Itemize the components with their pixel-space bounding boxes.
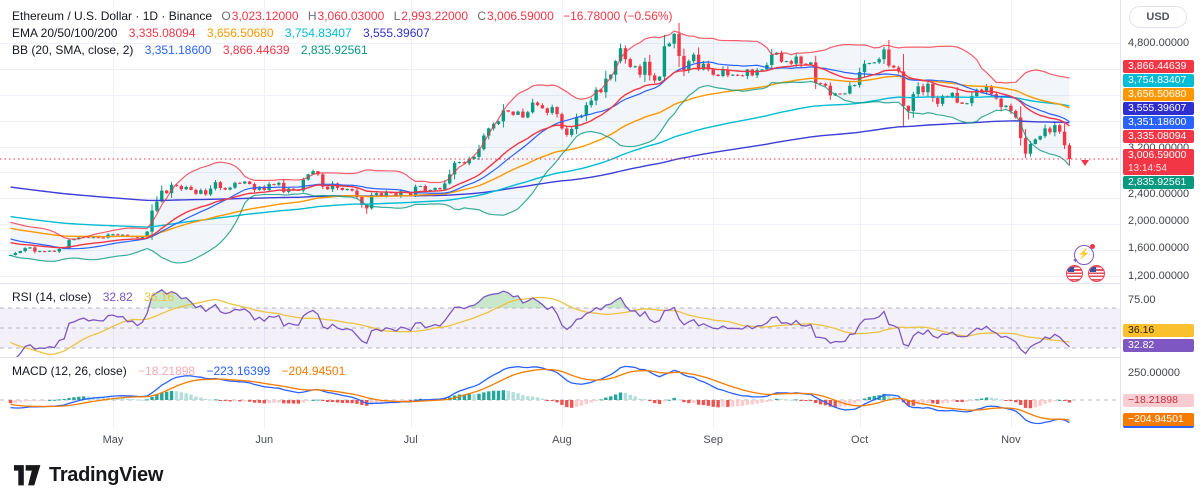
price-scale-tag: 36.16 (1123, 324, 1194, 337)
price-scale-tag: 3,656.50680 (1123, 88, 1194, 101)
macd-label: MACD (12, 26, close) (12, 364, 127, 378)
bb-upper-value: 3,866.44639 (222, 43, 290, 57)
price-scale-separator (1120, 0, 1121, 452)
ai-technicals-icon[interactable]: ⚡ ✦ (1072, 244, 1095, 265)
price-scale-tag: 3,351.18600 (1123, 116, 1194, 129)
month-label: Oct (851, 434, 869, 446)
tradingview-logo[interactable]: TradingView (14, 464, 163, 487)
currency-unit-button[interactable]: USD (1129, 6, 1187, 28)
price-tick-label: 75.00 (1128, 294, 1156, 306)
low-label: L (393, 9, 401, 23)
countdown-timer: 13:14:54 (1128, 163, 1167, 174)
price-scale-tag: 3,006.59000 13:14:54 (1123, 149, 1194, 175)
ema-legend[interactable]: EMA 20/50/100/200 3,335.08094 3,656.5068… (12, 25, 430, 41)
month-label: Aug (552, 434, 572, 446)
ema-label: EMA 20/50/100/200 (12, 26, 118, 40)
month-label: Jun (255, 434, 274, 446)
price-tick-label: 4,800.00000 (1128, 37, 1190, 49)
price-scale-tag: 3,555.39607 (1123, 102, 1194, 115)
bb-basis-value: 3,351.18600 (144, 43, 212, 57)
price-tick-label: 1,200.00000 (1128, 270, 1190, 282)
rsi-value: 32.82 (102, 290, 133, 304)
change-value: −16.78000 (−0.56%) (563, 9, 673, 23)
price-scale-tag: 3,335.08094 (1123, 130, 1194, 143)
month-label: May (102, 434, 124, 446)
footer: TradingView (0, 452, 1200, 500)
price-scale-tag: 3,754.83407 (1123, 74, 1194, 87)
open-label: O (221, 9, 231, 23)
price-tick-label: 1,600.00000 (1128, 242, 1190, 254)
notification-dot (1090, 244, 1095, 249)
macd-line-value: −223.16399 (206, 364, 271, 378)
symbol-legend[interactable]: Ethereum / U.S. Dollar · 1D · Binance O3… (12, 8, 673, 24)
bb-label: BB (20, SMA, close, 2) (12, 43, 134, 57)
price-down-marker-icon (1081, 160, 1089, 166)
bb-legend[interactable]: BB (20, SMA, close, 2) 3,351.18600 3,866… (12, 42, 368, 58)
macd-legend[interactable]: MACD (12, 26, close) −18.21898 −223.1639… (12, 363, 345, 379)
lightning-icon: ⚡ (1077, 249, 1091, 260)
close-label: C (477, 9, 487, 23)
close-value: 3,006.59000 (487, 9, 554, 23)
price-tick-label: 250.00000 (1128, 367, 1180, 379)
price-scale-tag: −204.94501 (1123, 413, 1194, 428)
price-scale-tag: 32.82 (1123, 339, 1194, 352)
high-value: 3,060.03000 (317, 9, 385, 23)
tradingview-logo-text: TradingView (49, 464, 164, 486)
sparkle-icon: ✦ (1072, 256, 1079, 265)
pane-separator-macd[interactable] (0, 357, 1200, 358)
rsi-legend[interactable]: RSI (14, close) 32.82 36.16 (12, 289, 174, 305)
month-label: Sep (703, 434, 724, 446)
macd-signal-value: −204.94501 (281, 364, 346, 378)
time-axis[interactable]: May Jun Jul Aug Sep Oct Nov (0, 428, 1200, 452)
price-tick-label: 2,000.00000 (1128, 215, 1190, 227)
rsi-label: RSI (14, close) (12, 290, 92, 304)
pane-separator-rsi[interactable] (0, 283, 1200, 284)
us-economic-event-icon[interactable] (1066, 265, 1083, 282)
high-label: H (307, 9, 317, 23)
ema50-value: 3,656.50680 (206, 26, 274, 40)
us-economic-event-icon[interactable] (1088, 265, 1105, 282)
month-label: Nov (1001, 434, 1021, 446)
chart-canvas[interactable] (0, 0, 1122, 455)
macd-hist-value: −18.21898 (138, 364, 196, 378)
price-scale-tag: 3,866.44639 (1123, 60, 1194, 73)
tradingview-logo-icon (14, 465, 41, 486)
symbol-title: Ethereum / U.S. Dollar · 1D · Binance (12, 9, 213, 23)
ema200-value: 3,555.39607 (363, 26, 430, 40)
price-scale-tag: 2,835.92561 (1123, 176, 1194, 189)
ema20-value: 3,335.08094 (128, 26, 196, 40)
rsi-ma-value: 36.16 (144, 290, 175, 304)
bb-lower-value: 2,835.92561 (300, 43, 368, 57)
open-value: 3,023.12000 (231, 9, 299, 23)
low-value: 2,993.22000 (401, 9, 469, 23)
ema100-value: 3,754.83407 (284, 26, 352, 40)
price-scale-tag: −18.21898 (1123, 394, 1194, 407)
month-label: Jul (403, 434, 418, 446)
price-tick-label: 2,400.00000 (1128, 188, 1190, 200)
price-scale[interactable]: USD 4,800.00000 3,200.00000 2,400.00000 2,0… (1121, 0, 1200, 452)
